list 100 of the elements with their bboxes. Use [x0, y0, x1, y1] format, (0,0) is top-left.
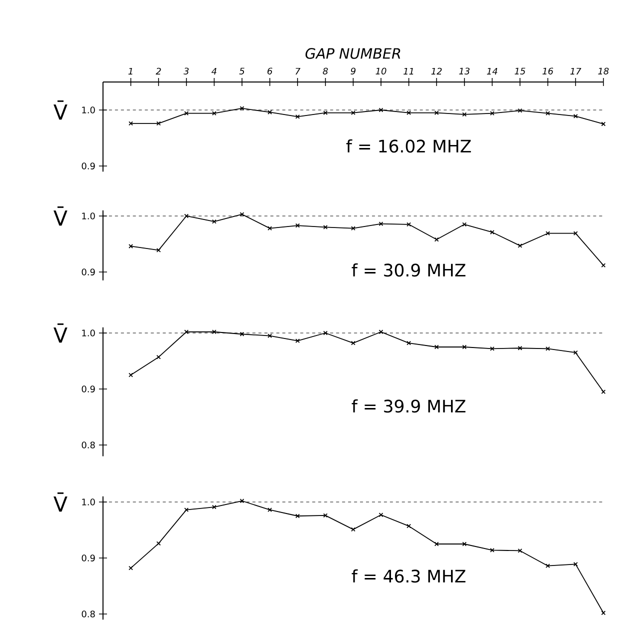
point: [240, 498, 244, 504]
x-tick-label: 4: [212, 68, 216, 74]
x-tick-label: 18: [598, 68, 609, 74]
y-tick-label: 0.8: [82, 610, 95, 618]
point: [462, 112, 467, 117]
point: [212, 219, 216, 224]
point: [546, 346, 550, 351]
point: [462, 542, 467, 546]
point: [518, 243, 522, 248]
x-tick-label: 7: [296, 68, 300, 74]
x-tick-label: 16: [542, 68, 554, 74]
point: [406, 340, 412, 346]
point: [295, 514, 300, 518]
point: [156, 354, 161, 360]
x-tick-label: 10: [376, 68, 386, 74]
point: [378, 512, 384, 518]
y-axis-title: V̄: [54, 323, 68, 343]
y-tick-label: 0.8: [82, 442, 95, 448]
point: [156, 541, 161, 546]
x-tick-label: 5: [239, 68, 244, 74]
y-tick-label: 0.9: [82, 162, 95, 170]
point: [323, 224, 328, 230]
point: [406, 110, 412, 116]
point: [268, 110, 272, 114]
x-tick-label: 11: [404, 68, 414, 74]
point: [518, 346, 522, 350]
point: [323, 110, 328, 116]
point: [240, 212, 244, 217]
point: [184, 508, 189, 512]
y-tick-label: 1.0: [82, 498, 95, 506]
point: [490, 230, 494, 234]
y-tick-label: 1.0: [82, 106, 95, 114]
point: [490, 346, 494, 351]
x-tick-label: 9: [350, 68, 356, 74]
x-tick-label: 13: [459, 68, 470, 74]
point: [406, 222, 412, 227]
y-axis-title: V̄: [54, 206, 68, 226]
point: [434, 344, 439, 350]
point: [573, 562, 578, 566]
point: [156, 248, 161, 252]
x-tick-label: 1: [128, 68, 132, 74]
point: [240, 332, 244, 336]
point: [184, 214, 189, 218]
point: [462, 222, 467, 227]
point: [212, 330, 216, 334]
point: [268, 334, 272, 338]
annotation: f = 16.02 MHZ: [346, 139, 471, 153]
point: [378, 108, 384, 112]
point: [573, 231, 578, 236]
point: [378, 222, 384, 226]
point: [350, 110, 356, 116]
point: [573, 350, 578, 355]
y-axis-title: V̄: [54, 492, 68, 512]
point: [350, 226, 356, 231]
point: [378, 330, 384, 334]
point: [323, 513, 328, 518]
x-axis-title: GAP NUMBER: [306, 48, 400, 59]
annotation: f = 39.9 MHZ: [352, 399, 466, 413]
point: [573, 114, 578, 118]
point: [268, 508, 272, 512]
y-tick-label: 0.9: [82, 268, 95, 276]
point: [295, 114, 300, 119]
point: [546, 111, 550, 116]
x-tick-label: 6: [268, 68, 272, 74]
point: [240, 106, 244, 111]
x-tick-label: 8: [322, 68, 328, 74]
point: [434, 110, 439, 116]
point: [518, 108, 522, 113]
x-tick-label: 3: [184, 68, 189, 74]
point: [212, 111, 216, 116]
point: [434, 542, 439, 546]
x-tick-label: 12: [431, 68, 442, 74]
point: [295, 223, 300, 228]
point: [490, 548, 494, 552]
annotation: f = 30.9 MHZ: [352, 263, 466, 277]
point: [295, 338, 300, 344]
point: [156, 121, 161, 126]
point: [546, 564, 550, 568]
point: [268, 226, 272, 231]
x-tick-label: 17: [570, 68, 582, 74]
point: [462, 344, 467, 350]
y-tick-label: 0.9: [82, 554, 95, 562]
point: [184, 111, 189, 116]
y-tick-label: 0.9: [82, 386, 95, 392]
point: [546, 231, 550, 236]
point: [212, 504, 216, 510]
x-tick-label: 15: [514, 68, 526, 74]
point: [434, 237, 439, 242]
x-tick-label: 2: [156, 68, 161, 74]
point: [490, 111, 494, 116]
y-tick-label: 1.0: [82, 330, 95, 336]
point: [184, 330, 189, 334]
point: [323, 330, 328, 336]
y-tick-label: 1.0: [82, 212, 95, 220]
point: [350, 527, 356, 532]
point: [350, 340, 356, 346]
point: [406, 524, 412, 528]
point: [518, 548, 522, 553]
y-axis-title: V̄: [54, 100, 68, 120]
x-tick-label: 14: [486, 68, 498, 74]
